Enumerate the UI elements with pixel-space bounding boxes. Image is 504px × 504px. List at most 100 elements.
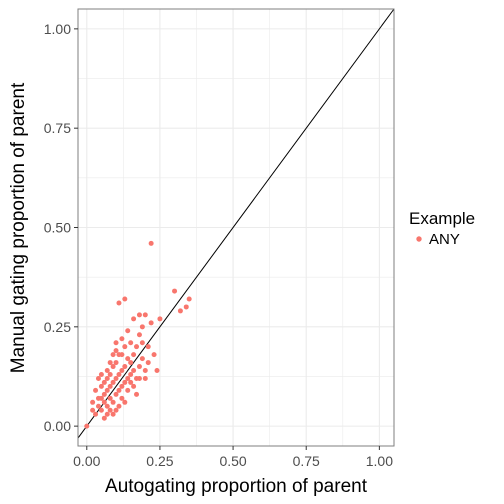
data-point bbox=[116, 387, 122, 393]
data-point bbox=[110, 379, 116, 385]
data-point bbox=[107, 371, 113, 377]
data-point bbox=[95, 375, 101, 381]
data-point bbox=[128, 379, 134, 385]
data-point bbox=[104, 403, 110, 409]
x-axis-ticks: 0.00 0.25 0.50 0.75 1.00 bbox=[73, 446, 393, 469]
data-point bbox=[125, 356, 131, 362]
data-point bbox=[134, 344, 140, 350]
data-point bbox=[139, 340, 145, 346]
data-point bbox=[119, 368, 125, 374]
data-point bbox=[116, 403, 122, 409]
data-point bbox=[151, 352, 157, 358]
data-point bbox=[119, 383, 125, 389]
data-point bbox=[128, 360, 134, 366]
data-point bbox=[113, 340, 119, 346]
y-tick-label: 0.25 bbox=[44, 319, 71, 335]
data-point bbox=[101, 379, 107, 385]
data-point bbox=[90, 407, 96, 413]
data-point bbox=[101, 399, 107, 405]
data-point bbox=[98, 407, 104, 413]
data-point bbox=[101, 391, 107, 397]
data-point bbox=[154, 368, 160, 374]
data-point bbox=[119, 352, 125, 358]
identity-line bbox=[77, 8, 395, 439]
data-point bbox=[104, 375, 110, 381]
data-point bbox=[177, 308, 183, 314]
data-point bbox=[90, 399, 96, 405]
data-point bbox=[119, 336, 125, 342]
x-tick-label: 0.25 bbox=[146, 453, 173, 469]
data-point bbox=[107, 395, 113, 401]
data-point bbox=[116, 300, 122, 306]
data-point bbox=[148, 320, 154, 326]
data-point bbox=[107, 383, 113, 389]
x-tick-label: 0.50 bbox=[219, 453, 246, 469]
data-point bbox=[122, 296, 128, 302]
data-point bbox=[157, 316, 163, 322]
data-point bbox=[142, 312, 148, 318]
data-point bbox=[125, 375, 131, 381]
data-point bbox=[145, 344, 151, 350]
data-point bbox=[131, 383, 137, 389]
data-point bbox=[110, 352, 116, 358]
x-tick-label: 0.00 bbox=[73, 453, 100, 469]
data-point bbox=[145, 360, 151, 366]
x-tick-label: 1.00 bbox=[366, 453, 393, 469]
data-point bbox=[107, 407, 113, 413]
data-point bbox=[125, 328, 131, 334]
legend-key-any bbox=[416, 236, 422, 242]
data-point bbox=[119, 395, 125, 401]
data-point bbox=[128, 340, 134, 346]
data-point bbox=[113, 360, 119, 366]
data-point bbox=[122, 379, 128, 385]
data-point bbox=[136, 375, 142, 381]
data-point bbox=[93, 387, 99, 393]
y-axis-ticks: 0.00 0.25 0.50 0.75 1.00 bbox=[44, 21, 78, 434]
data-point bbox=[122, 344, 128, 350]
data-point bbox=[84, 423, 90, 429]
data-point bbox=[136, 312, 142, 318]
data-point bbox=[113, 348, 119, 354]
data-point bbox=[172, 288, 178, 294]
data-point bbox=[98, 371, 104, 377]
data-point bbox=[134, 391, 140, 397]
data-point bbox=[116, 371, 122, 377]
y-tick-label: 0.50 bbox=[44, 220, 71, 236]
data-point bbox=[113, 391, 119, 397]
x-axis-title: Autogating proportion of parent bbox=[105, 476, 368, 497]
data-point bbox=[142, 375, 148, 381]
data-point bbox=[107, 360, 113, 366]
data-point bbox=[136, 332, 142, 338]
data-point bbox=[122, 399, 128, 405]
data-point bbox=[110, 411, 116, 417]
data-point bbox=[110, 399, 116, 405]
data-point bbox=[131, 352, 137, 358]
data-point bbox=[131, 316, 137, 322]
data-point bbox=[104, 411, 110, 417]
data-point bbox=[98, 395, 104, 401]
data-point bbox=[122, 364, 128, 370]
x-tick-label: 0.75 bbox=[293, 453, 320, 469]
data-point bbox=[125, 387, 131, 393]
data-point bbox=[186, 296, 192, 302]
y-tick-label: 0.75 bbox=[44, 120, 71, 136]
legend-label-any: ANY bbox=[429, 231, 460, 248]
data-point bbox=[113, 375, 119, 381]
data-point bbox=[139, 324, 145, 330]
legend-title: Example bbox=[409, 209, 475, 228]
data-point bbox=[113, 407, 119, 413]
y-tick-label: 1.00 bbox=[44, 21, 71, 37]
data-point bbox=[128, 371, 134, 377]
data-point bbox=[139, 356, 145, 362]
data-point bbox=[104, 387, 110, 393]
data-point bbox=[131, 368, 137, 374]
data-point bbox=[98, 383, 104, 389]
legend: Example ANY bbox=[409, 209, 475, 248]
data-point bbox=[93, 411, 99, 417]
reference-line bbox=[77, 8, 395, 439]
data-point bbox=[95, 403, 101, 409]
data-point bbox=[136, 364, 142, 370]
y-axis-title: Manual gating proportion of parent bbox=[8, 82, 29, 373]
data-point bbox=[110, 364, 116, 370]
